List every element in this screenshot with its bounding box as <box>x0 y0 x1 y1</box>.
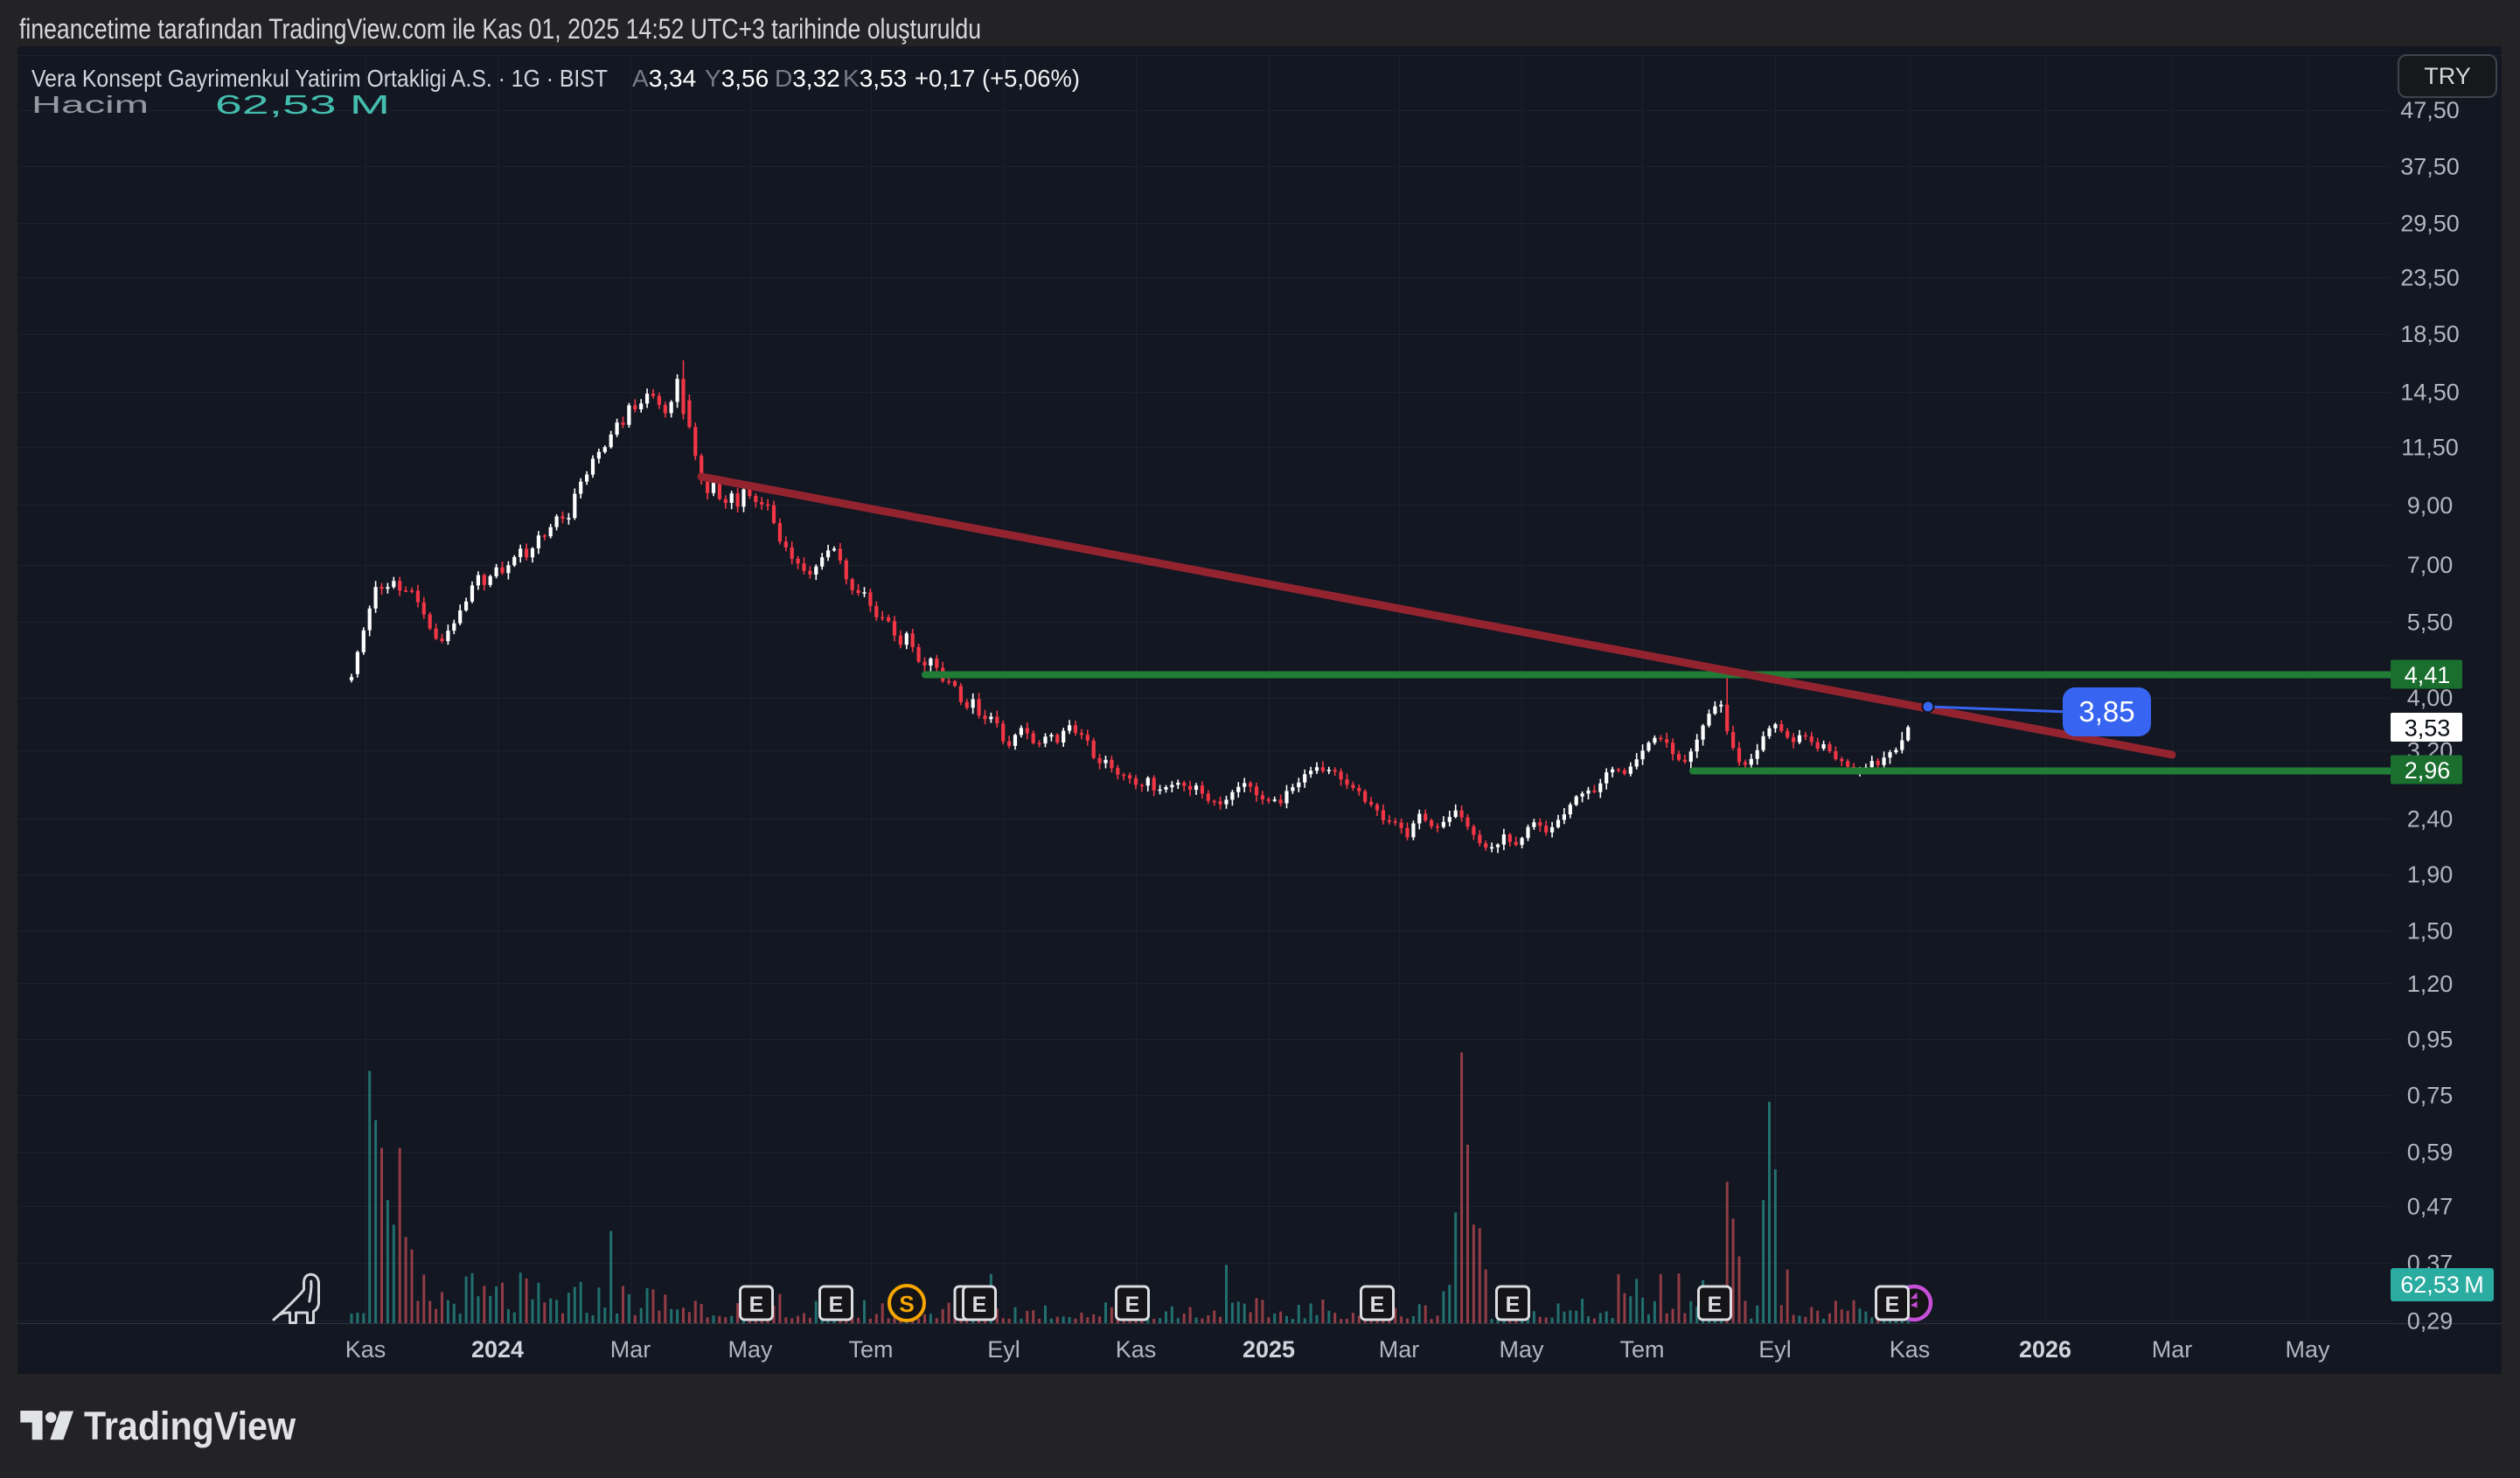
svg-text:E: E <box>1506 1293 1521 1317</box>
svg-text:Tem: Tem <box>848 1336 893 1363</box>
svg-text:62,53 M: 62,53 M <box>2400 1272 2483 1298</box>
svg-text:E: E <box>1370 1293 1385 1317</box>
svg-text:Tem: Tem <box>1619 1336 1664 1363</box>
svg-text:Mar: Mar <box>2152 1336 2193 1363</box>
svg-text:May: May <box>727 1336 773 1363</box>
svg-text:E: E <box>1125 1293 1140 1317</box>
svg-text:TradingView: TradingView <box>84 1404 296 1448</box>
svg-text:Vera Konsept Gayrimenkul Yatir: Vera Konsept Gayrimenkul Yatirim Ortakli… <box>31 65 608 92</box>
svg-text:2,40: 2,40 <box>2407 806 2454 833</box>
svg-text:TRY: TRY <box>2424 63 2471 89</box>
svg-text:Y3,56: Y3,56 <box>705 65 769 92</box>
svg-text:0,95: 0,95 <box>2407 1026 2454 1052</box>
svg-text:May: May <box>1499 1336 1544 1363</box>
svg-text:Eyl: Eyl <box>987 1336 1020 1363</box>
svg-text:1,90: 1,90 <box>2407 861 2454 888</box>
svg-text:1,20: 1,20 <box>2407 971 2454 997</box>
svg-text:E: E <box>1885 1293 1900 1317</box>
svg-text:K3,53: K3,53 <box>843 65 907 92</box>
svg-text:2025: 2025 <box>1243 1336 1295 1363</box>
svg-text:May: May <box>2285 1336 2330 1363</box>
svg-text:E: E <box>829 1293 844 1317</box>
svg-text:E: E <box>749 1293 764 1317</box>
svg-text:A3,34: A3,34 <box>632 65 696 92</box>
svg-text:37,50: 37,50 <box>2400 153 2460 179</box>
svg-text:2026: 2026 <box>2019 1336 2071 1363</box>
svg-text:S: S <box>899 1291 914 1317</box>
svg-text:62,53 M: 62,53 M <box>215 89 390 120</box>
svg-text:Hacim: Hacim <box>31 91 149 118</box>
svg-text:Kas: Kas <box>1116 1336 1157 1363</box>
svg-text:Kas: Kas <box>345 1336 386 1363</box>
svg-text:Mar: Mar <box>1379 1336 1420 1363</box>
svg-text:7,00: 7,00 <box>2407 552 2454 578</box>
svg-text:Eyl: Eyl <box>1758 1336 1792 1363</box>
svg-text:Kas: Kas <box>1890 1336 1931 1363</box>
svg-text:2,96: 2,96 <box>2405 757 2451 784</box>
svg-text:14,50: 14,50 <box>2400 379 2460 405</box>
svg-text:+0,17 (+5,06%): +0,17 (+5,06%) <box>915 65 1080 92</box>
svg-text:0,47: 0,47 <box>2407 1193 2454 1219</box>
svg-text:5,50: 5,50 <box>2407 610 2454 636</box>
svg-text:E: E <box>1708 1293 1723 1317</box>
svg-text:11,50: 11,50 <box>2401 434 2459 460</box>
svg-text:fineancetime tarafından Tradin: fineancetime tarafından TradingView.com … <box>19 13 981 45</box>
svg-text:47,50: 47,50 <box>2400 97 2460 123</box>
svg-text:23,50: 23,50 <box>2400 264 2460 290</box>
svg-text:18,50: 18,50 <box>2400 321 2460 347</box>
svg-text:0,29: 0,29 <box>2407 1308 2454 1335</box>
svg-text:4,00: 4,00 <box>2407 685 2454 711</box>
svg-text:29,50: 29,50 <box>2400 211 2460 237</box>
svg-text:3,53: 3,53 <box>2405 715 2451 742</box>
svg-text:4,41: 4,41 <box>2405 662 2451 688</box>
svg-text:E: E <box>972 1293 987 1317</box>
svg-text:0,59: 0,59 <box>2407 1140 2454 1166</box>
svg-text:1,50: 1,50 <box>2407 917 2454 944</box>
svg-text:2024: 2024 <box>471 1336 524 1363</box>
svg-text:9,00: 9,00 <box>2407 492 2454 519</box>
svg-text:Mar: Mar <box>610 1336 651 1363</box>
svg-text:3,85: 3,85 <box>2078 695 2134 728</box>
svg-text:D3,32: D3,32 <box>775 65 840 92</box>
svg-text:0,75: 0,75 <box>2407 1083 2454 1109</box>
